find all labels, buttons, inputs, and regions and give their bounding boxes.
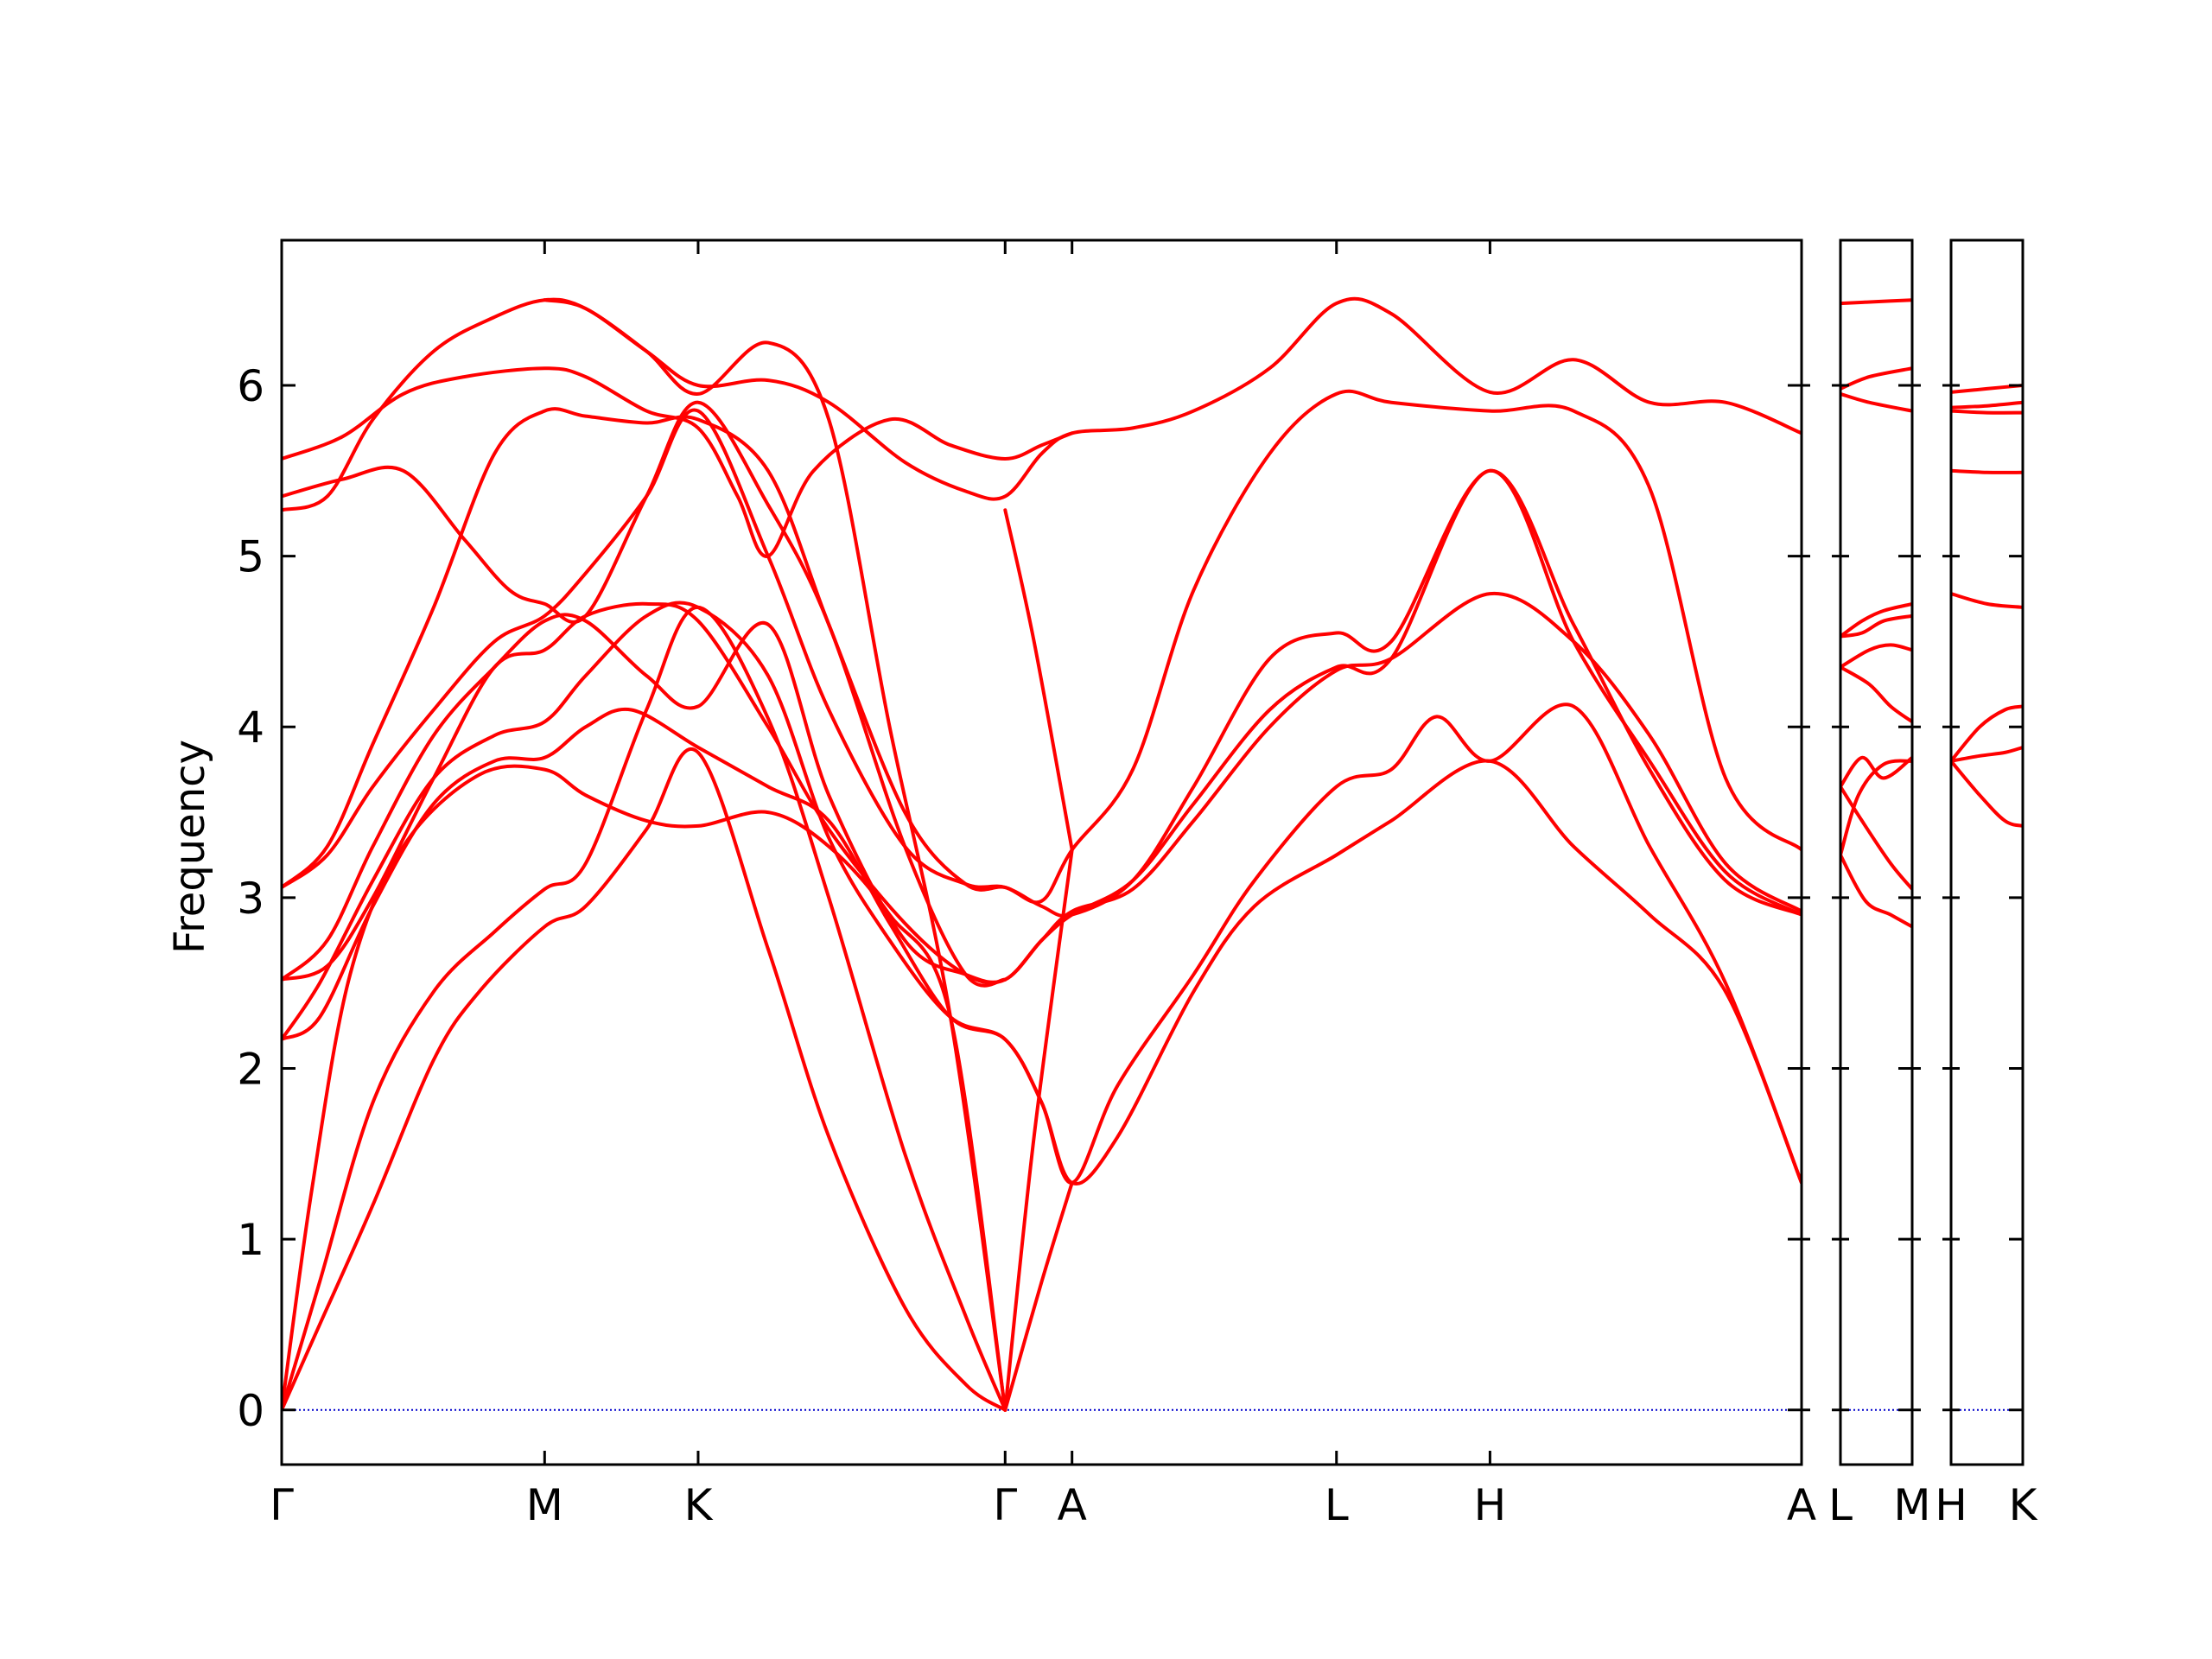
band-line <box>1840 853 1912 929</box>
y-tick-label: 4 <box>237 702 264 753</box>
band-line <box>1003 1180 1074 1412</box>
x-tick-label: L <box>1325 1480 1349 1530</box>
x-tick-label: H <box>1474 1480 1507 1530</box>
x-tick-label: M <box>1893 1480 1930 1530</box>
y-tick-label: 2 <box>237 1045 264 1095</box>
band-line <box>282 296 1802 512</box>
band-line <box>1003 508 1074 852</box>
band-line <box>282 747 1007 1412</box>
band-line <box>282 764 1007 1412</box>
band-line <box>1840 759 1912 857</box>
panel-frame <box>1839 238 1914 1466</box>
band-line <box>282 707 1802 1185</box>
band-line <box>282 408 1802 918</box>
y-tick-label: 0 <box>237 1386 264 1436</box>
phonon-bands <box>282 296 1802 1412</box>
band-line <box>1840 665 1912 724</box>
band-line <box>543 298 1007 1412</box>
band-line <box>1840 613 1912 639</box>
panel-frame <box>1949 238 2024 1466</box>
y-axis: 0 1 2 3 4 5 6 <box>237 361 264 1436</box>
band-line <box>1951 468 2023 474</box>
x-tick-label: A <box>1058 1480 1087 1530</box>
band-line <box>282 366 1074 558</box>
band-line <box>1951 759 2023 828</box>
phonon-bands <box>1951 384 2023 828</box>
x-tick-label: M <box>526 1480 563 1530</box>
x-tick-label: K <box>2009 1480 2038 1530</box>
band-line <box>1840 601 1912 639</box>
band-line <box>1840 643 1912 670</box>
band-line <box>1951 409 2023 415</box>
y-tick-label: 3 <box>237 874 264 924</box>
band-line <box>1951 704 2023 763</box>
phonon-bands <box>1840 298 1912 929</box>
band-line <box>1951 592 2023 609</box>
x-tick-label: L <box>1828 1480 1853 1530</box>
x-tick-label: K <box>684 1480 714 1530</box>
y-tick-label: 6 <box>237 361 264 411</box>
band-line <box>282 389 1802 905</box>
band-line <box>1840 298 1912 306</box>
x-tick-label: Γ <box>993 1480 1017 1530</box>
y-axis-label: Frequency <box>166 740 214 954</box>
band-line <box>1840 755 1912 789</box>
x-tick-label: H <box>1935 1480 1967 1530</box>
band-line <box>282 605 1007 1412</box>
panel-frame <box>280 238 1803 1466</box>
y-tick-label: 1 <box>237 1215 264 1265</box>
band-line <box>1840 785 1912 891</box>
y-tick-label: 5 <box>237 532 264 582</box>
x-tick-label: A <box>1787 1480 1816 1530</box>
band-line <box>1003 848 1074 1412</box>
band-line <box>1951 400 2023 410</box>
band-line <box>1840 391 1912 413</box>
x-tick-label: Γ <box>270 1480 294 1530</box>
band-line <box>282 400 1007 988</box>
band-line <box>1951 746 2023 763</box>
